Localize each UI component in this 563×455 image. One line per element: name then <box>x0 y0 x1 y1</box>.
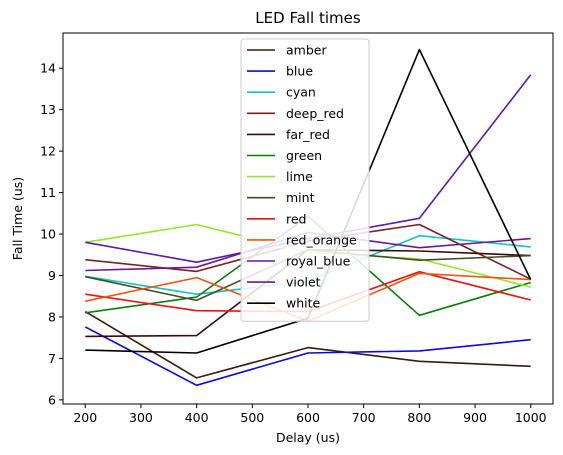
y-tick-label: 11 <box>40 185 56 200</box>
x-tick-label: 400 <box>185 410 209 425</box>
legend-label-violet: violet <box>286 275 321 290</box>
legend-label-blue: blue <box>286 64 313 79</box>
x-tick-label: 800 <box>407 410 431 425</box>
legend-label-lime: lime <box>286 169 313 184</box>
y-tick-label: 14 <box>40 61 56 76</box>
legend-label-royal-blue: royal_blue <box>286 254 351 269</box>
x-tick-label: 900 <box>463 410 487 425</box>
y-tick-label: 7 <box>48 351 56 366</box>
x-tick-label: 300 <box>129 410 153 425</box>
chart-title: LED Fall times <box>255 9 361 27</box>
legend-label-cyan: cyan <box>286 85 316 100</box>
x-tick-label: 700 <box>352 410 376 425</box>
y-tick-label: 6 <box>48 392 56 407</box>
y-tick-label: 9 <box>48 268 56 283</box>
legend-label-green: green <box>286 148 322 163</box>
y-tick-label: 8 <box>48 309 56 324</box>
series-line-amber <box>84 310 531 379</box>
x-tick-label: 500 <box>240 410 264 425</box>
x-tick-label: 600 <box>296 410 320 425</box>
series-line-blue <box>84 326 531 387</box>
y-axis-label: Fall Time (us) <box>10 177 25 260</box>
ticks-layer: 200 300 400 500 600 700 800 900 1000 6 7 8 9 10 11 12 13… <box>40 61 547 425</box>
legend-label-deep-red: deep_red <box>286 106 344 121</box>
x-axis-label: Delay (us) <box>276 430 340 445</box>
legend-label-white: white <box>286 296 321 311</box>
y-tick-label: 13 <box>40 102 56 117</box>
x-tick-label: 1000 <box>515 410 547 425</box>
x-tick-label: 200 <box>73 410 97 425</box>
y-tick-label: 10 <box>40 227 56 242</box>
legend-label-red: red <box>286 211 307 226</box>
legend-label-red-orange: red_orange <box>286 232 357 247</box>
legend-label-amber: amber <box>286 43 327 58</box>
legend-label-far-red: far_red <box>286 127 330 142</box>
y-tick-label: 12 <box>40 144 56 159</box>
legend-label-mint: mint <box>286 190 315 205</box>
legend-box <box>240 38 370 322</box>
